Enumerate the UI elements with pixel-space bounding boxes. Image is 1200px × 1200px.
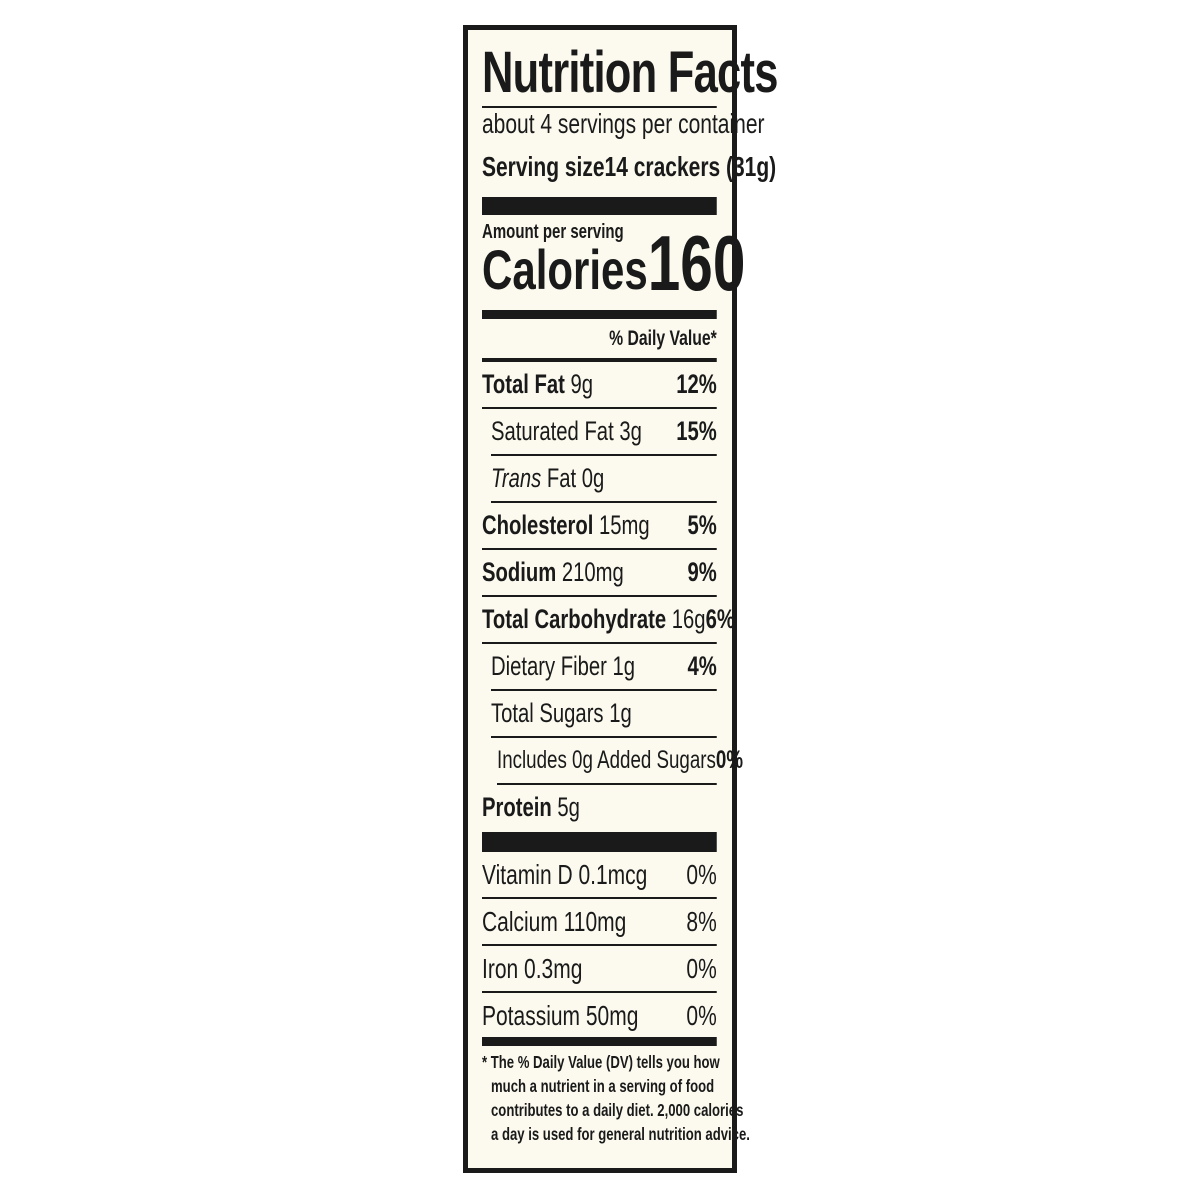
serving-size-label: Serving size bbox=[482, 151, 605, 182]
divider bbox=[482, 106, 717, 108]
footnote-line: much a nutrient in a serving of food bbox=[491, 1076, 715, 1096]
footnote-line: contributes to a daily diet. 2,000 calor… bbox=[491, 1100, 744, 1120]
vitamin-list: Vitamin D 0.1mcg 0% Calcium 110mg 8% Iron … bbox=[482, 852, 717, 1038]
nutrient-row-dietary-fiber: Dietary Fiber 1g 4% bbox=[491, 644, 717, 691]
calories-value: 160 bbox=[647, 219, 746, 307]
medium-divider bbox=[482, 1037, 717, 1046]
nutrient-row-protein: Protein 5g bbox=[482, 792, 580, 822]
daily-value-header: % Daily Value* bbox=[609, 327, 717, 350]
thick-divider bbox=[482, 832, 717, 852]
nutrient-row-total-sugars: Total Sugars 1g bbox=[491, 691, 717, 738]
nutrient-list: Total Fat 9g 12% Saturated Fat 3g 15% Tr… bbox=[482, 362, 743, 830]
nutrient-row-sodium: Sodium 210mg 9% bbox=[482, 550, 717, 597]
serving-size: Serving size 14 crackers (31g) bbox=[482, 150, 776, 184]
vitamin-row-calcium: Calcium 110mg 8% bbox=[482, 899, 717, 946]
vitamin-row-vitamin-d: Vitamin D 0.1mcg 0% bbox=[482, 852, 717, 899]
nutrient-row-trans-fat: Trans Fat 0g bbox=[491, 456, 717, 503]
medium-divider bbox=[482, 310, 717, 319]
nutrient-row-total-fat: Total Fat 9g 12% bbox=[482, 362, 717, 409]
servings-per-container: about 4 servings per container bbox=[482, 108, 765, 139]
vitamin-row-iron: Iron 0.3mg 0% bbox=[482, 946, 717, 993]
vitamin-row-potassium: Potassium 50mg 0% bbox=[482, 999, 717, 1031]
label-title: Nutrition Facts bbox=[482, 40, 778, 105]
calories-row: Calories 160 bbox=[482, 224, 745, 302]
footnote-line: * The % Daily Value (DV) tells you how bbox=[482, 1052, 720, 1072]
divider bbox=[482, 358, 717, 362]
nutrient-row-total-carbohydrate: Total Carbohydrate 16g 6% bbox=[482, 597, 735, 644]
thick-divider bbox=[482, 197, 717, 215]
nutrient-row-added-sugars: Includes 0g Added Sugars 0% bbox=[497, 738, 743, 785]
nutrient-row-saturated-fat: Saturated Fat 3g 15% bbox=[491, 409, 717, 456]
serving-size-value: 14 crackers (31g) bbox=[604, 151, 777, 182]
calories-label: Calories bbox=[482, 238, 648, 301]
nutrition-facts-label: Nutrition Facts about 4 servings per con… bbox=[463, 25, 778, 1173]
amount-per-serving: Amount per serving bbox=[482, 221, 624, 243]
footnote: * The % Daily Value (DV) tells you how m… bbox=[482, 1050, 750, 1146]
footnote-line: a day is used for general nutrition advi… bbox=[491, 1124, 750, 1144]
nutrient-row-cholesterol: Cholesterol 15mg 5% bbox=[482, 503, 717, 550]
